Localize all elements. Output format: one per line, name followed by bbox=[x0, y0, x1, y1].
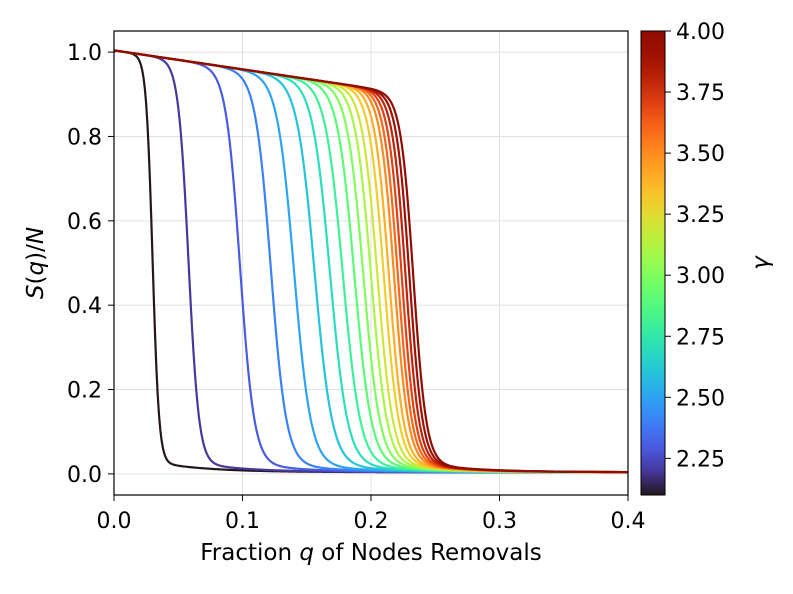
colorbar-tick-label: 3.25 bbox=[676, 203, 725, 228]
y-tick-label: 0.4 bbox=[67, 294, 102, 319]
series-line bbox=[114, 49, 628, 474]
y-axis: 0.0 0.2 0.4 0.6 0.8 1.0 bbox=[67, 41, 114, 488]
x-tick-label: 0.0 bbox=[97, 509, 132, 534]
x-tick-label: 0.1 bbox=[225, 509, 260, 534]
colorbar-tick-label: 4.00 bbox=[676, 20, 725, 45]
y-tick-label: 1.0 bbox=[67, 41, 102, 66]
x-tick-label: 0.2 bbox=[354, 509, 389, 534]
y-tick-label: 0.8 bbox=[67, 125, 102, 150]
colorbar-gradient bbox=[640, 30, 666, 496]
y-tick-label: 0.0 bbox=[67, 463, 102, 488]
series-group bbox=[114, 49, 628, 474]
colorbar-tick-label: 3.50 bbox=[676, 142, 725, 167]
colorbar-tick-label: 3.00 bbox=[676, 264, 725, 289]
colorbar-tick-label: 2.25 bbox=[676, 447, 725, 472]
x-axis: 0.0 0.1 0.2 0.3 0.4 bbox=[97, 495, 646, 534]
colorbar-label: γ bbox=[748, 255, 774, 270]
colorbar-tick-label: 2.50 bbox=[676, 386, 725, 411]
colorbar-tick-label: 2.75 bbox=[676, 325, 725, 350]
colorbar-ticks: 2.25 2.50 2.75 3.00 3.25 3.50 3.75 4.00 bbox=[665, 20, 725, 472]
y-axis-label: S(q)/N bbox=[23, 227, 49, 299]
y-tick-label: 0.2 bbox=[67, 379, 102, 404]
x-tick-label: 0.4 bbox=[611, 509, 646, 534]
x-tick-label: 0.3 bbox=[482, 509, 517, 534]
colorbar: 2.25 2.50 2.75 3.00 3.25 3.50 3.75 4.00 γ bbox=[640, 20, 774, 496]
x-axis-label: Fraction q of Nodes Removals bbox=[200, 540, 542, 566]
y-tick-label: 0.6 bbox=[67, 210, 102, 235]
colorbar-tick-label: 3.75 bbox=[676, 81, 725, 106]
